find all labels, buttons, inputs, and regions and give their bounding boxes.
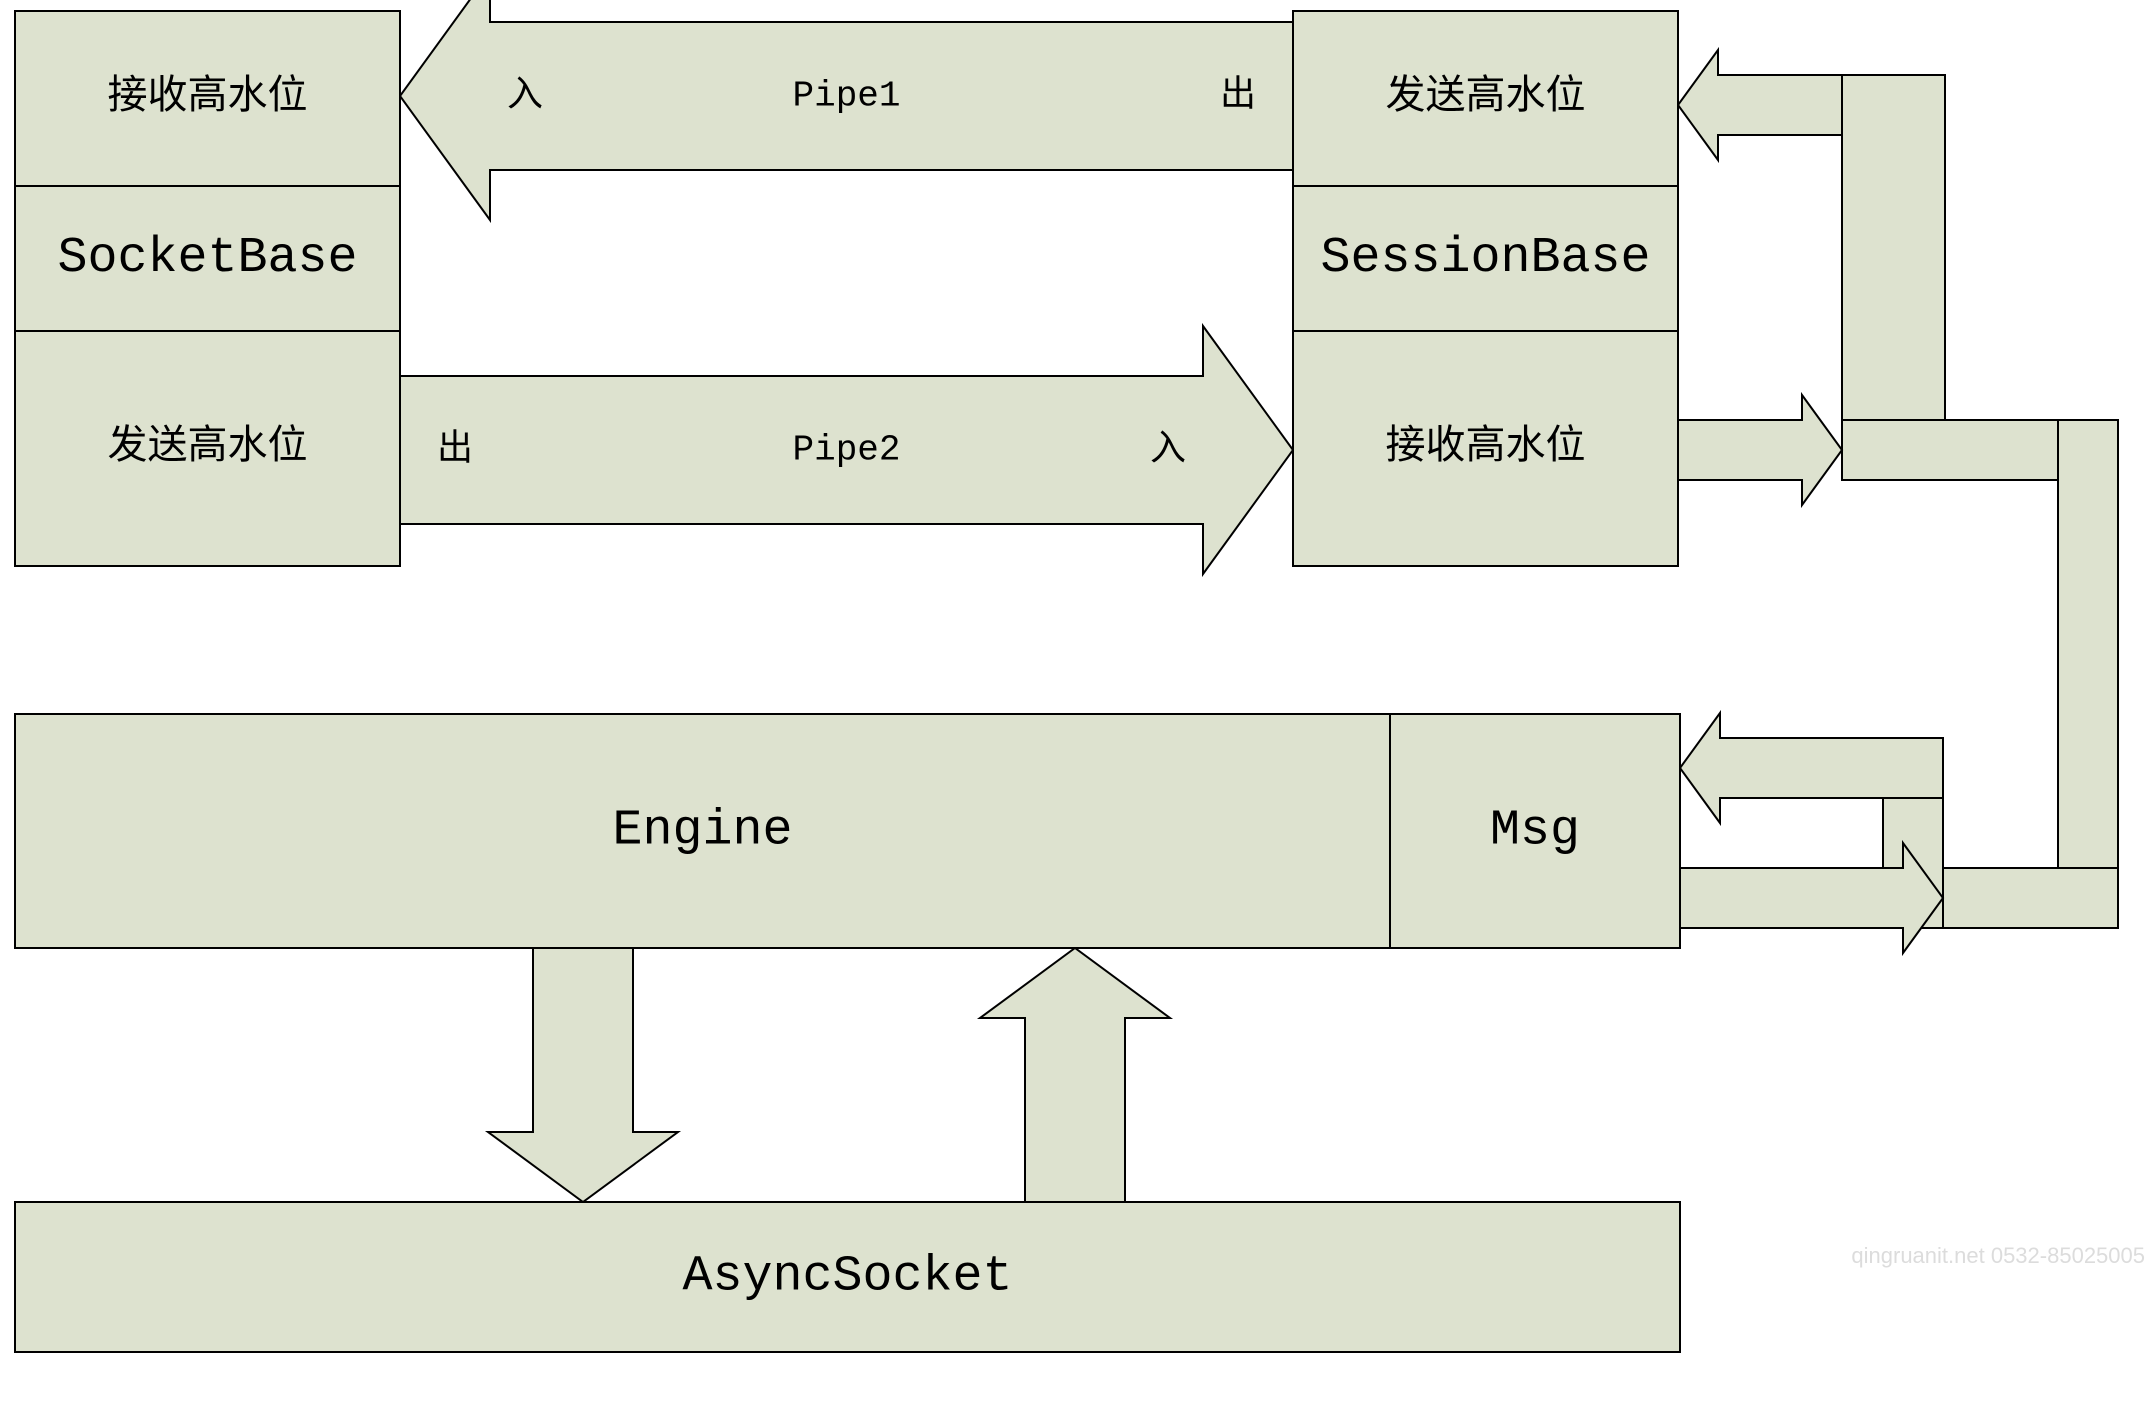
connector-right_vert_long bbox=[2058, 420, 2118, 928]
arrow-engine_down bbox=[488, 948, 678, 1202]
box-socket_mid-label: SocketBase bbox=[57, 230, 357, 287]
box-session_top-label: 发送高水位 bbox=[1386, 73, 1586, 121]
box-socket_mid: SocketBase bbox=[15, 186, 400, 331]
arrow-session_bot_out bbox=[1678, 395, 1842, 505]
box-session_bot-label: 接收高水位 bbox=[1386, 423, 1586, 471]
box-async_socket-label: AsyncSocket bbox=[682, 1249, 1012, 1306]
box-session_top: 发送高水位 bbox=[1293, 11, 1678, 186]
box-socket_bot: 发送高水位 bbox=[15, 331, 400, 566]
box-engine: Engine bbox=[15, 714, 1390, 948]
arrow-engine_up bbox=[980, 948, 1170, 1202]
box-socket_top-label: 接收高水位 bbox=[108, 73, 308, 121]
box-engine-label: Engine bbox=[612, 803, 792, 860]
box-async_socket: AsyncSocket bbox=[15, 1202, 1680, 1352]
box-msg-label: Msg bbox=[1490, 803, 1580, 860]
pipe1-arrow-end-left: 入 bbox=[507, 76, 543, 117]
box-msg: Msg bbox=[1390, 714, 1680, 948]
box-socket_bot-label: 发送高水位 bbox=[108, 423, 308, 471]
arrow-session_top_in bbox=[1678, 50, 1842, 160]
box-socket_top: 接收高水位 bbox=[15, 11, 400, 186]
pipe2-arrow-label: Pipe2 bbox=[792, 430, 900, 471]
pipe1-arrow-label: Pipe1 bbox=[792, 76, 900, 117]
pipe1-arrow-end-right: 出 bbox=[1220, 75, 1256, 117]
watermark-text: qingruanit.net 0532-85025005 bbox=[1851, 1243, 2145, 1268]
pipe2-arrow: Pipe2 出 入 bbox=[400, 326, 1293, 574]
box-session_mid-label: SessionBase bbox=[1320, 230, 1650, 287]
box-session_mid: SessionBase bbox=[1293, 186, 1678, 331]
box-session_bot: 接收高水位 bbox=[1293, 331, 1678, 566]
arrow-msg_out bbox=[1680, 843, 1943, 953]
pipe1-arrow: Pipe1 入 出 bbox=[400, 0, 1293, 220]
connector-right_horiz2 bbox=[1943, 868, 2118, 928]
pipe2-arrow-end-left: 出 bbox=[437, 429, 473, 471]
pipe2-arrow-end-right: 入 bbox=[1150, 430, 1186, 471]
